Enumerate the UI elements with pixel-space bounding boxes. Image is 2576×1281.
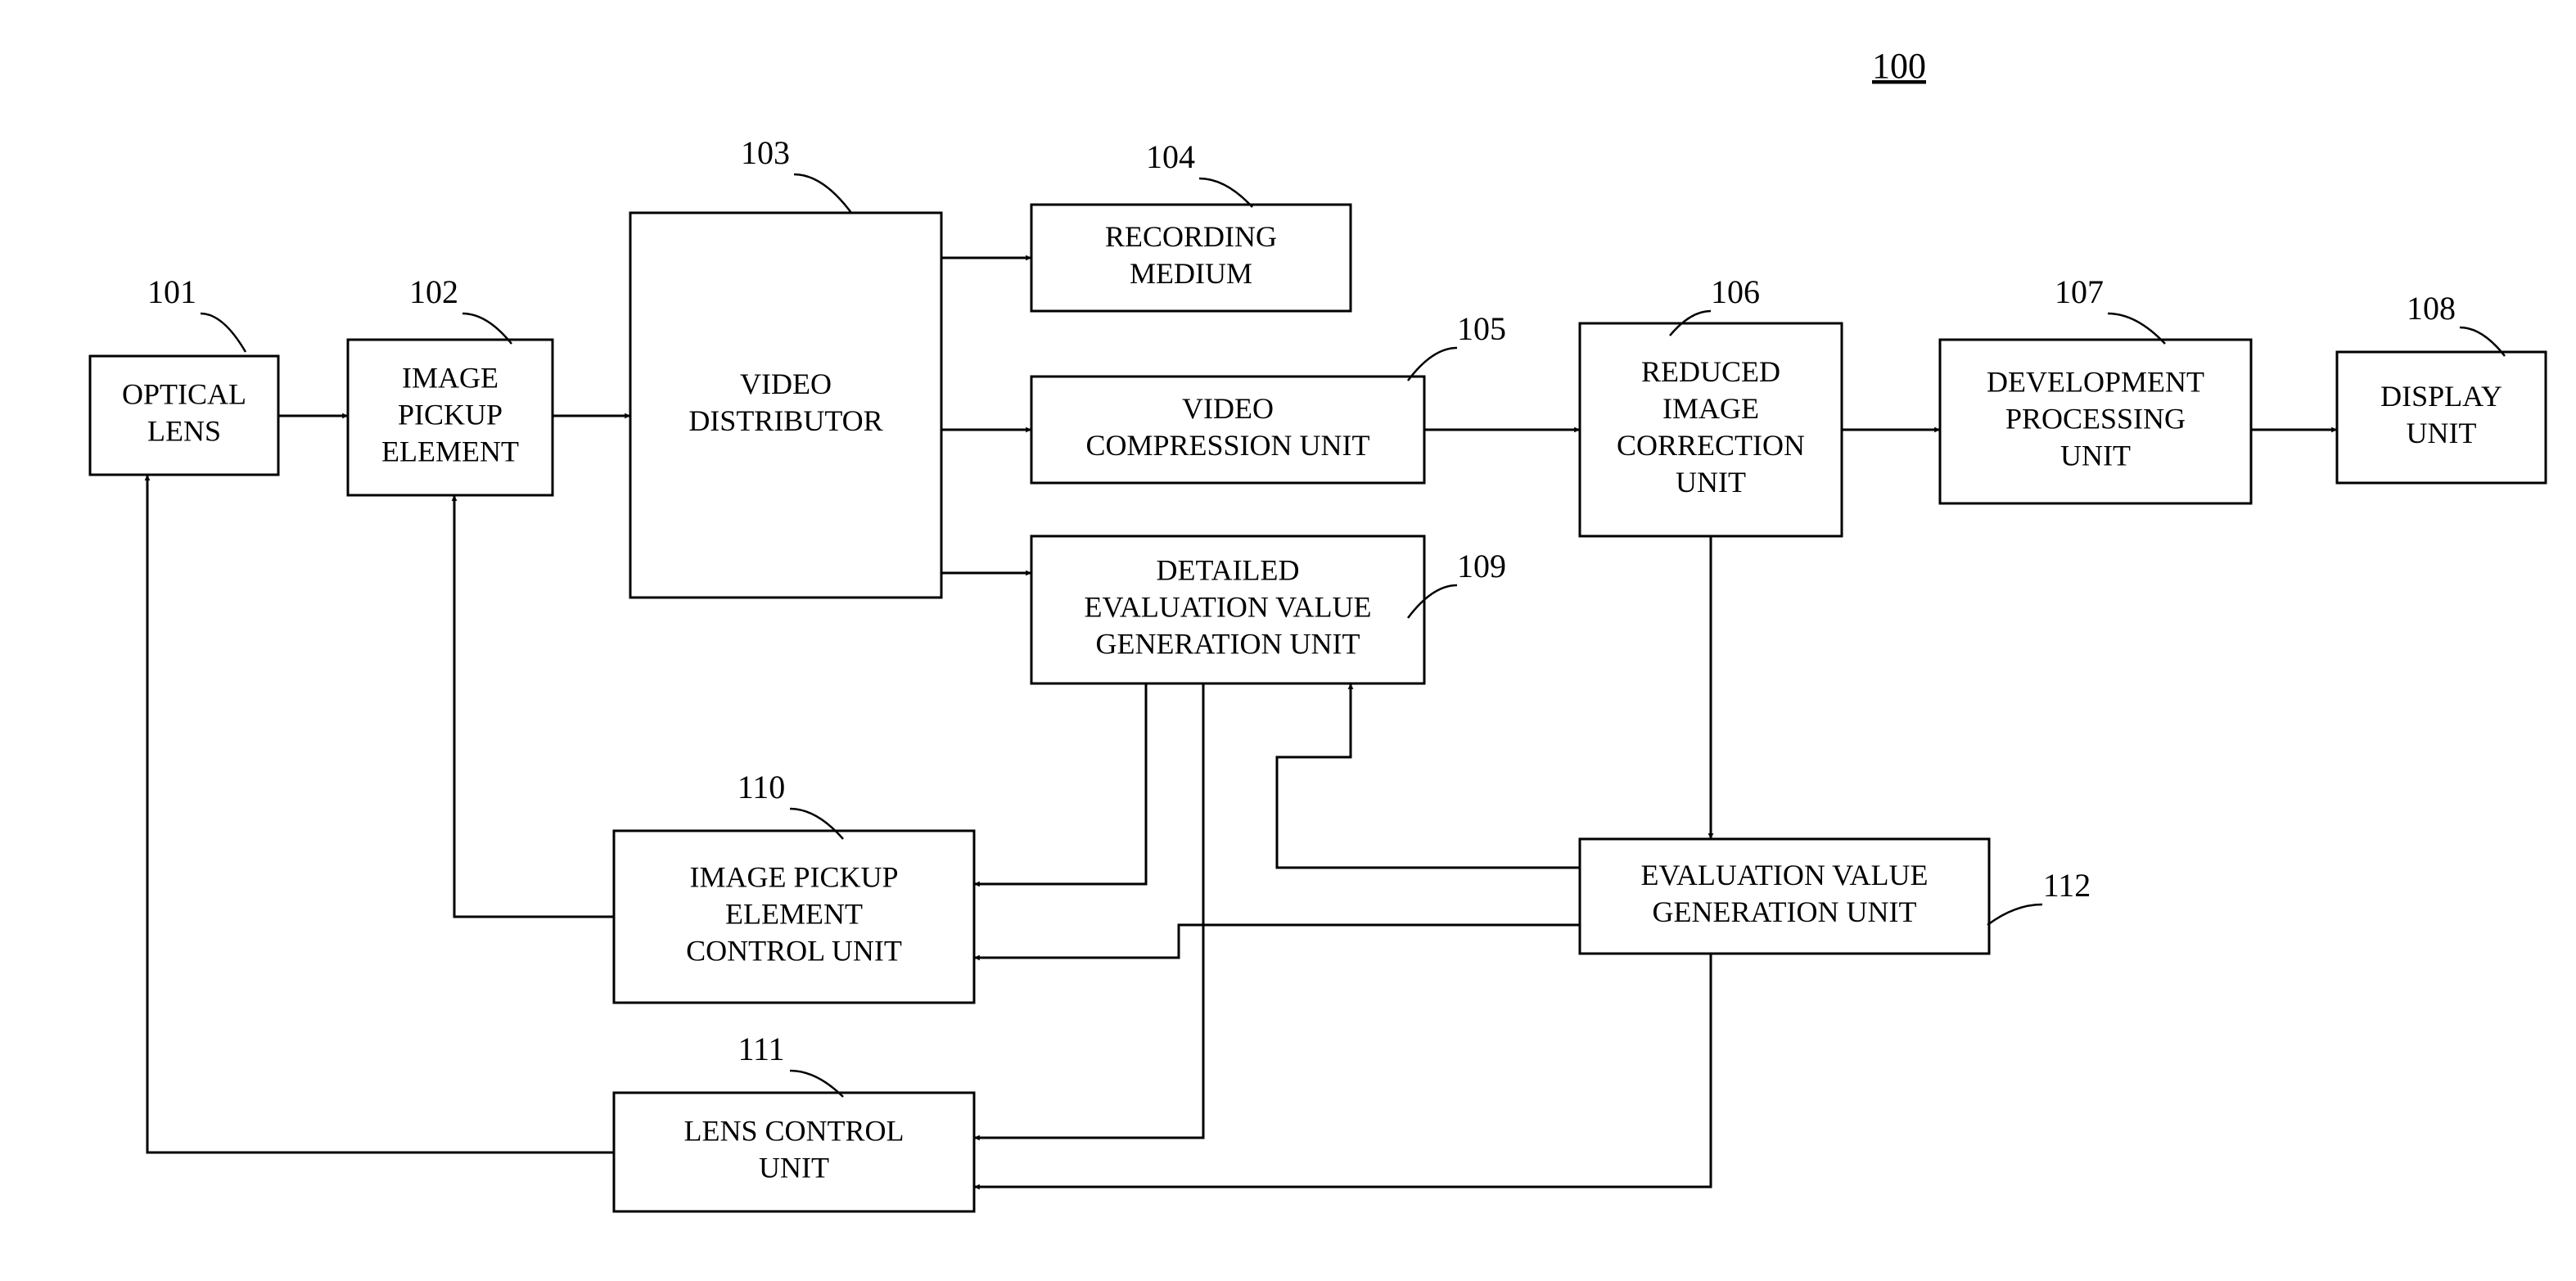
edge-e112-109 <box>1277 683 1580 868</box>
ref-text-108: 108 <box>2407 290 2456 327</box>
ref-text-106: 106 <box>1711 273 1760 310</box>
node-107-line-1: PROCESSING <box>2005 402 2186 435</box>
node-107: DEVELOPMENT PROCESSING UNIT <box>1940 340 2251 503</box>
ref-text-112: 112 <box>2043 867 2091 904</box>
node-103-line-0: VIDEO <box>740 368 832 400</box>
node-112-line-1: GENERATION UNIT <box>1653 895 1917 928</box>
edge-e109-110 <box>974 683 1146 884</box>
edge-e110-102 <box>454 495 614 917</box>
node-111-line-0: LENS CONTROL <box>684 1114 905 1147</box>
node-111: LENS CONTROL UNIT <box>614 1093 974 1211</box>
node-110-line-0: IMAGE PICKUP <box>689 860 898 893</box>
node-106: REDUCED IMAGE CORRECTION UNIT <box>1580 323 1842 536</box>
edge-e112-110 <box>974 925 1580 958</box>
node-109-line-1: EVALUATION VALUE <box>1085 590 1372 623</box>
node-105-line-1: COMPRESSION UNIT <box>1085 429 1369 462</box>
block-diagram: OPTICAL LENS IMAGE PICKUP ELEMENT VIDEO DISTRI… <box>0 0 2576 1281</box>
ref-label-102: 102 <box>409 273 512 344</box>
ref-text-107: 107 <box>2055 273 2104 310</box>
node-110: IMAGE PICKUP ELEMENT CONTROL UNIT <box>614 831 974 1003</box>
ref-text-104: 104 <box>1146 138 1195 175</box>
edge-e112-111 <box>974 954 1711 1187</box>
node-107-line-2: UNIT <box>2060 439 2131 471</box>
node-110-line-1: ELEMENT <box>725 897 863 930</box>
node-109-line-2: GENERATION UNIT <box>1096 627 1360 660</box>
node-101: OPTICAL LENS <box>90 356 278 475</box>
node-108-line-1: UNIT <box>2407 417 2477 449</box>
ref-label-101: 101 <box>147 273 246 352</box>
ref-label-107: 107 <box>2055 273 2165 344</box>
node-104-line-1: MEDIUM <box>1130 257 1252 290</box>
node-106-line-2: CORRECTION <box>1617 429 1805 462</box>
ref-text-111: 111 <box>738 1031 784 1067</box>
ref-label-112: 112 <box>1987 867 2091 925</box>
ref-label-105: 105 <box>1408 310 1506 381</box>
node-106-line-0: REDUCED <box>1641 355 1780 388</box>
diagram-title: 100 <box>1872 46 1926 86</box>
node-105: VIDEO COMPRESSION UNIT <box>1031 377 1424 483</box>
ref-text-102: 102 <box>409 273 458 310</box>
ref-text-103: 103 <box>741 134 790 171</box>
ref-label-104: 104 <box>1146 138 1252 207</box>
node-108: DISPLAY UNIT <box>2337 352 2546 483</box>
node-102-line-0: IMAGE <box>402 361 499 394</box>
edge-e109-111 <box>974 683 1203 1138</box>
node-102-line-1: PICKUP <box>398 398 503 431</box>
node-112: EVALUATION VALUE GENERATION UNIT <box>1580 839 1989 954</box>
ref-label-103: 103 <box>741 134 851 213</box>
node-112-line-0: EVALUATION VALUE <box>1641 859 1929 891</box>
node-105-line-0: VIDEO <box>1182 392 1274 425</box>
node-106-line-1: IMAGE <box>1662 392 1759 425</box>
edge-e111-101 <box>147 475 614 1152</box>
node-102: IMAGE PICKUP ELEMENT <box>348 340 553 495</box>
ref-label-108: 108 <box>2407 290 2505 356</box>
node-104-line-0: RECORDING <box>1105 220 1277 253</box>
ref-text-105: 105 <box>1457 310 1506 347</box>
ref-text-109: 109 <box>1457 548 1506 584</box>
node-110-line-2: CONTROL UNIT <box>686 934 902 967</box>
ref-label-110: 110 <box>738 769 843 839</box>
node-101-line-0: OPTICAL <box>122 377 246 410</box>
node-104: RECORDING MEDIUM <box>1031 205 1351 311</box>
node-103-line-1: DISTRIBUTOR <box>688 404 882 437</box>
node-106-line-3: UNIT <box>1676 466 1746 498</box>
ref-text-101: 101 <box>147 273 196 310</box>
node-107-line-0: DEVELOPMENT <box>1987 365 2204 398</box>
node-101-line-1: LENS <box>147 414 221 447</box>
node-103: VIDEO DISTRIBUTOR <box>630 213 941 598</box>
node-111-line-1: UNIT <box>759 1151 829 1184</box>
ref-text-110: 110 <box>738 769 786 805</box>
node-102-line-2: ELEMENT <box>381 435 519 467</box>
ref-label-111: 111 <box>738 1031 843 1097</box>
node-109-line-0: DETAILED <box>1156 553 1299 586</box>
node-108-line-0: DISPLAY <box>2380 380 2502 413</box>
node-109: DETAILED EVALUATION VALUE GENERATION UNIT <box>1031 536 1424 683</box>
